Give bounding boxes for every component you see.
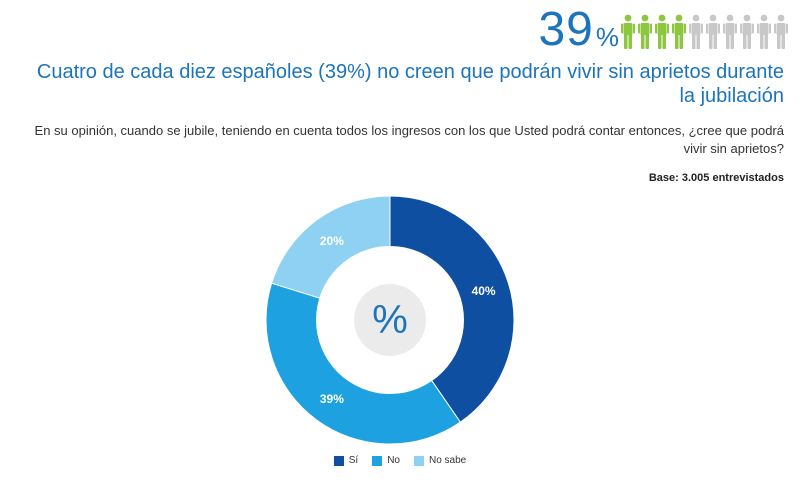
page-title: Cuatro de cada diez españoles (39%) no c… [36,61,784,107]
legend-label: Sí [348,455,359,466]
headline-unit: % [595,22,619,52]
person-icon [672,14,686,49]
person-icon [706,14,720,49]
slice-label-1: 40% [472,284,496,298]
slice-label-3: 20% [320,234,344,248]
person-icon [638,14,652,49]
chart-legend: Sí No No sabe [0,455,800,466]
legend-swatch [333,455,344,466]
center-disc [354,284,426,356]
person-icon [689,14,703,49]
person-icon [655,14,669,49]
person-icon [723,14,737,49]
headline-number: 39 [538,3,594,56]
legend-swatch [372,455,383,466]
legend-item-1: Sí [333,455,359,466]
slice-labels: 40% 39% 20% [320,234,496,406]
legend-item-3: No sabe [414,455,466,466]
legend-label: No [387,455,400,466]
sample-base: Base: 3.005 entrevistados [648,172,784,184]
person-icon [774,14,788,49]
person-icon [740,14,754,49]
legend-item-2: No [372,455,400,466]
legend-label: No sabe [429,455,467,466]
people-icon-row [621,14,788,50]
legend-swatch [414,455,424,466]
slice-label-2: 39% [320,392,344,406]
person-icon [757,14,771,49]
headline-stat: 39 % [538,6,788,54]
person-icon [621,14,635,49]
survey-question: En su opinión, cuando se jubile, teniend… [34,123,784,156]
center-percent-symbol: % [372,298,408,342]
